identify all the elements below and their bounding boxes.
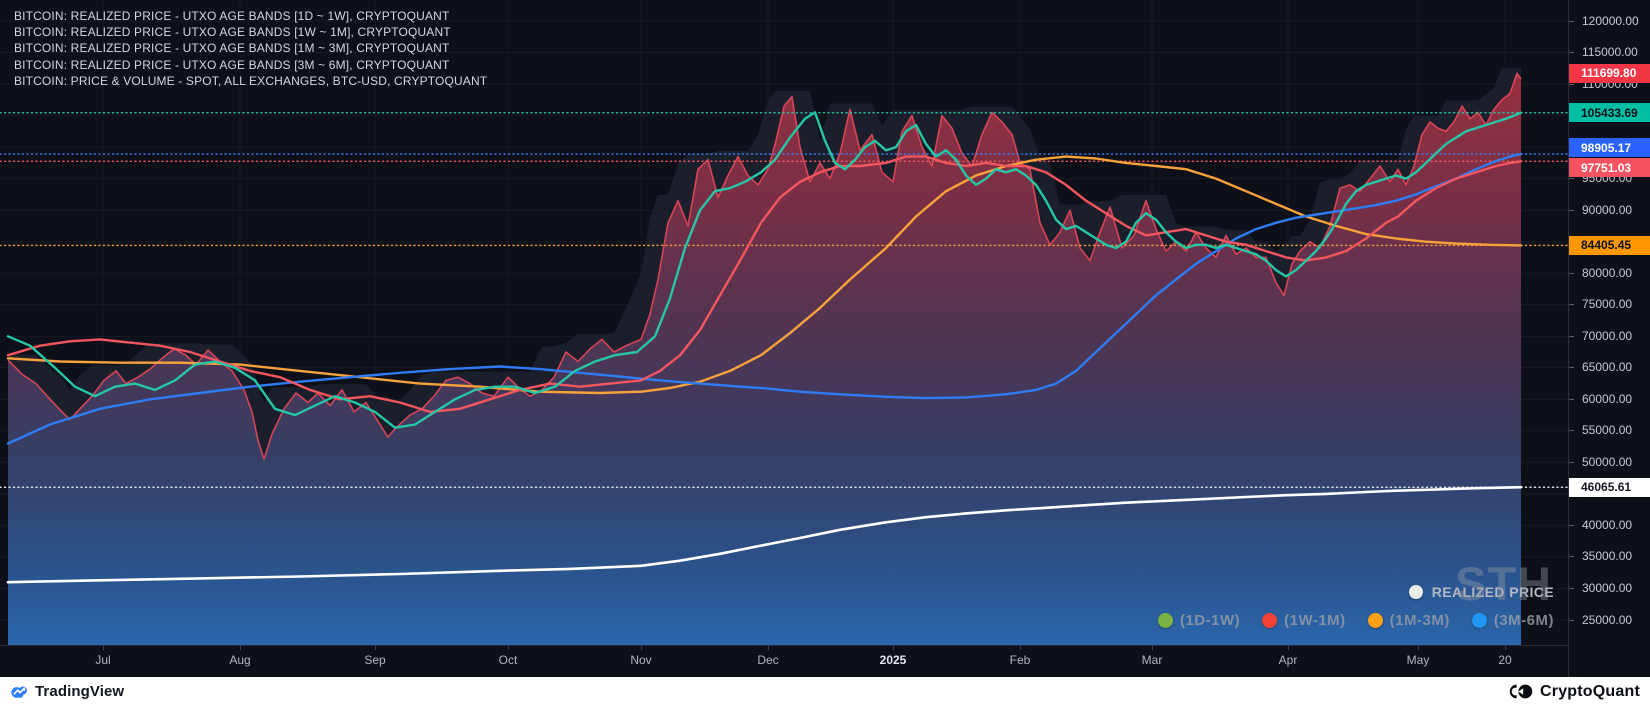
time-tick-mark — [1418, 646, 1419, 650]
legend-band-label: (1W-1M) — [1284, 612, 1346, 629]
time-axis-label: Apr — [1278, 653, 1298, 667]
legend-band-label: (3M-6M) — [1493, 612, 1554, 629]
series-title-3m-6m: BITCOIN: REALIZED PRICE - UTXO AGE BANDS… — [14, 57, 450, 72]
footer-toolbar: TradingView CryptoQuant — [0, 677, 1650, 706]
time-tick-mark — [375, 646, 376, 650]
legend-band-dot-icon — [1367, 613, 1383, 628]
time-axis-label: Sep — [364, 653, 386, 667]
legend-band-dot-icon — [1157, 613, 1173, 628]
legend-utxo-bands: (1D-1W) (1W-1M) (1M-3M) (3M-6M) — [1157, 612, 1554, 629]
utxo-3m-6m-line — [6, 152, 1523, 445]
legend-band-item: (3M-6M) — [1471, 612, 1554, 629]
last-value-badge: 98905.17 — [1569, 138, 1650, 158]
realized-price-dot-icon — [1408, 585, 1423, 599]
time-axis[interactable]: Jul Aug Sep Oct Nov Dec 2025 Feb Mar Apr May 20 — [0, 645, 1568, 677]
spot-price-line — [7, 72, 1522, 460]
price-axis-label: 50000.00 — [1569, 455, 1650, 469]
time-axis-label: 2025 — [879, 653, 907, 667]
time-axis-label: Mar — [1141, 653, 1163, 667]
price-axis-label: 55000.00 — [1569, 423, 1650, 437]
price-axis-label: 120000.00 — [1569, 14, 1650, 28]
time-tick-mark — [1288, 646, 1289, 650]
legend-band-dot-icon — [1471, 613, 1487, 628]
price-axis-label: 25000.00 — [1569, 613, 1650, 627]
chart-row: BITCOIN: REALIZED PRICE - UTXO AGE BANDS… — [0, 0, 1650, 677]
cryptoquant-brand-text: CryptoQuant — [1540, 682, 1640, 700]
time-tick-mark — [103, 646, 104, 650]
series-title-1w-1m: BITCOIN: REALIZED PRICE - UTXO AGE BANDS… — [14, 25, 451, 40]
last-value-badge: 111699.80 — [1569, 63, 1650, 83]
time-tick-mark — [893, 646, 894, 650]
time-axis-label: Aug — [229, 653, 251, 667]
price-axis-label: 60000.00 — [1569, 392, 1650, 406]
legend-band-label: (1M-3M) — [1389, 612, 1450, 629]
legend-band-item: (1M-3M) — [1367, 612, 1450, 629]
price-axis-label: 90000.00 — [1569, 203, 1650, 217]
utxo-1d-1w-line — [6, 111, 1523, 429]
price-chart-plot[interactable]: BITCOIN: REALIZED PRICE - UTXO AGE BANDS… — [0, 0, 1568, 645]
tradingview-brand-text: TradingView — [35, 683, 125, 700]
time-axis-label: Nov — [630, 653, 652, 667]
series-title-price-volume: BITCOIN: PRICE & VOLUME - SPOT, ALL EXCH… — [14, 73, 488, 88]
tradingview-logo-icon — [11, 686, 27, 698]
utxo-1m-3m-line — [6, 155, 1523, 395]
legend-band-label: (1D-1W) — [1179, 612, 1241, 629]
price-axis-label: 75000.00 — [1569, 297, 1650, 311]
last-value-badge: 46065.61 — [1569, 477, 1650, 497]
price-axis[interactable]: 120000.00115000.00110000.00105000.001000… — [1568, 0, 1650, 677]
time-axis-label: Feb — [1009, 653, 1031, 667]
time-axis-label: 20 — [1498, 653, 1512, 667]
time-tick-mark — [1020, 646, 1021, 650]
price-axis-label: 40000.00 — [1569, 518, 1650, 532]
legend-band-item: (1D-1W) — [1157, 612, 1241, 629]
time-tick-mark — [508, 646, 509, 650]
last-value-badge: 97751.03 — [1569, 158, 1650, 178]
price-axis-label: 115000.00 — [1569, 45, 1650, 59]
legend-band-dot-icon — [1262, 613, 1278, 628]
time-tick-mark — [1152, 646, 1153, 650]
time-axis-label: May — [1406, 653, 1430, 667]
legend-band-item: (1W-1M) — [1262, 612, 1346, 629]
realized-price-label: REALIZED PRICE — [1431, 584, 1554, 600]
time-tick-mark — [1505, 646, 1506, 650]
chart-canvas[interactable] — [0, 0, 1568, 645]
time-axis-label: Oct — [498, 653, 518, 667]
series-title-1m-3m: BITCOIN: REALIZED PRICE - UTXO AGE BANDS… — [14, 41, 450, 56]
price-axis-label: 35000.00 — [1569, 549, 1650, 563]
price-axis-label: 30000.00 — [1569, 581, 1650, 595]
time-tick-mark — [641, 646, 642, 650]
plot-column: BITCOIN: REALIZED PRICE - UTXO AGE BANDS… — [0, 0, 1568, 677]
time-axis-label: Jul — [95, 653, 111, 667]
time-axis-label: Dec — [757, 653, 779, 667]
last-value-badge: 105433.69 — [1569, 103, 1650, 123]
realized-price-line — [6, 485, 1523, 584]
time-tick-mark — [768, 646, 769, 650]
cryptoquant-brand-link[interactable]: CryptoQuant — [1508, 683, 1640, 701]
time-tick-mark — [240, 646, 241, 650]
series-title-list: BITCOIN: REALIZED PRICE - UTXO AGE BANDS… — [14, 8, 487, 89]
last-value-badge: 84405.45 — [1569, 235, 1650, 255]
legend-realized-price: REALIZED PRICE — [1408, 584, 1554, 600]
price-axis-label: 80000.00 — [1569, 266, 1650, 280]
price-axis-label: 65000.00 — [1569, 360, 1650, 374]
tradingview-brand-link[interactable]: TradingView — [10, 682, 124, 701]
price-axis-label: 70000.00 — [1569, 329, 1650, 343]
utxo-1w-1m-line — [6, 155, 1523, 414]
cryptoquant-logo-icon — [1509, 684, 1533, 699]
series-title-1d-1w: BITCOIN: REALIZED PRICE - UTXO AGE BANDS… — [14, 9, 450, 23]
